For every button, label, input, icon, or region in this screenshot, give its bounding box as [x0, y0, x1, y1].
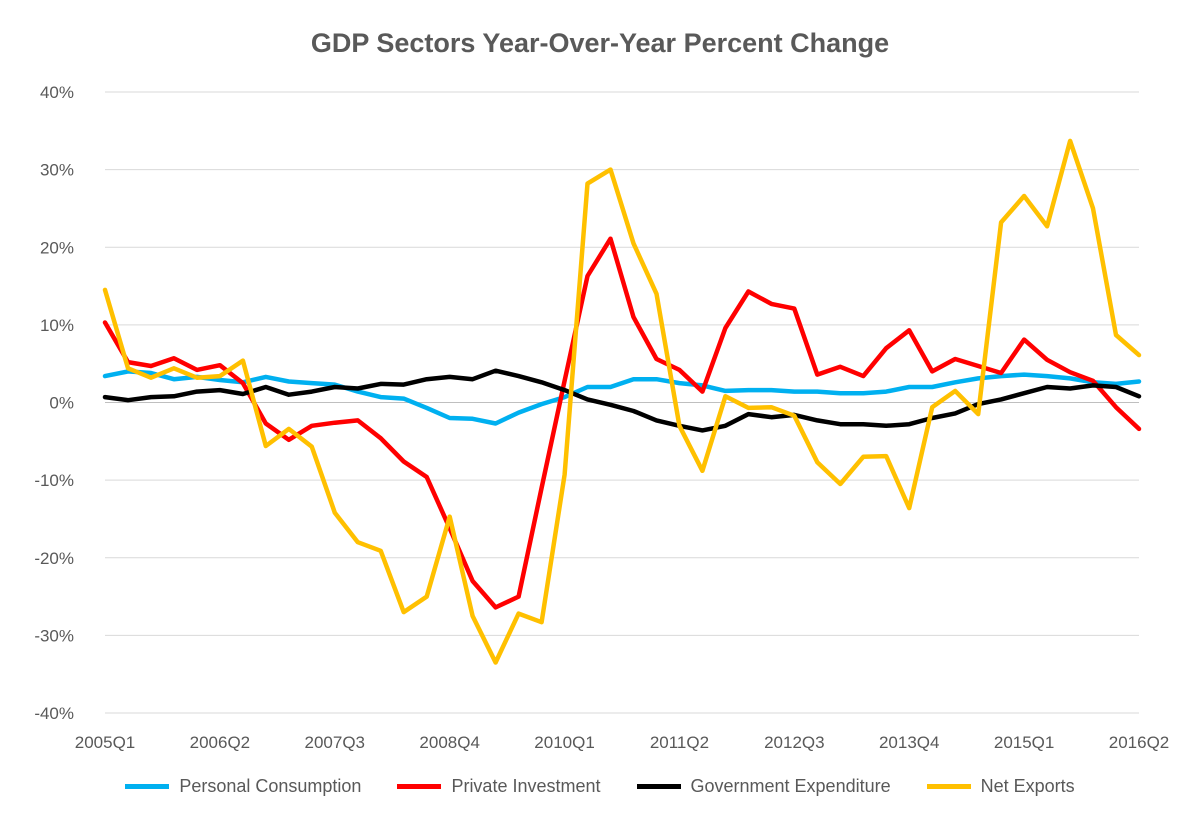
legend-swatch [636, 784, 681, 789]
series-line-personal-consumption [102, 369, 1142, 426]
y-axis-ticks: 40% 30% 20% 10% 0% -10% -20% -30% -40% [34, 83, 74, 723]
x-tick-label: 2010Q1 [534, 733, 595, 752]
legend-item: Personal Consumption [125, 776, 361, 797]
x-tick-label: 2008Q4 [419, 733, 480, 752]
y-tick-label: -30% [34, 626, 74, 645]
x-tick-label: 2006Q2 [190, 733, 251, 752]
series-lines [102, 138, 1142, 665]
legend-label: Private Investment [451, 776, 601, 796]
series-line-net-exports [102, 138, 1142, 665]
chart-title: GDP Sectors Year-Over-Year Percent Chang… [310, 28, 890, 58]
x-tick-label: 2012Q3 [764, 733, 825, 752]
x-tick-label: 2015Q1 [994, 733, 1055, 752]
y-tick-label: 40% [40, 83, 74, 102]
y-tick-label: -40% [34, 704, 74, 723]
y-tick-label: 10% [40, 316, 74, 335]
x-tick-label: 2016Q2 [1109, 733, 1170, 752]
line-chart: 40%30%20%10%0%-10%-20%-30%-40% 2005Q1 200… [34, 83, 1170, 752]
legend-swatch [926, 784, 971, 789]
x-axis-ticks: 2005Q1 2006Q2 2007Q3 2008Q4 2010Q1 2011Q2 2012… [75, 733, 1170, 752]
x-tick-label: 2005Q1 [75, 733, 136, 752]
x-tick-label: 2007Q3 [305, 733, 366, 752]
y-tick-label: 20% [40, 238, 74, 257]
legend-label: Personal Consumption [179, 776, 362, 796]
legend-item: Government Expenditure [636, 776, 891, 797]
legend: Personal Consumption Private Investment Go… [0, 776, 1200, 797]
x-tick-label: 2011Q2 [650, 733, 709, 752]
series-line-government-expenditure [102, 368, 1142, 433]
legend-swatch [397, 784, 442, 789]
y-tick-label: 0% [49, 394, 74, 413]
legend-label: Government Expenditure [690, 776, 891, 796]
gridlines [105, 91, 1139, 714]
legend-item: Net Exports [926, 776, 1075, 797]
x-tick-label: 2013Q4 [879, 733, 940, 752]
legend-swatch [125, 784, 170, 789]
y-tick-label: -20% [34, 549, 74, 568]
series-line-private-investment [102, 236, 1142, 610]
y-tick-label: -10% [34, 471, 74, 490]
legend-label: Net Exports [980, 776, 1075, 796]
legend-item: Private Investment [397, 776, 601, 797]
y-tick-label: 30% [40, 161, 74, 180]
